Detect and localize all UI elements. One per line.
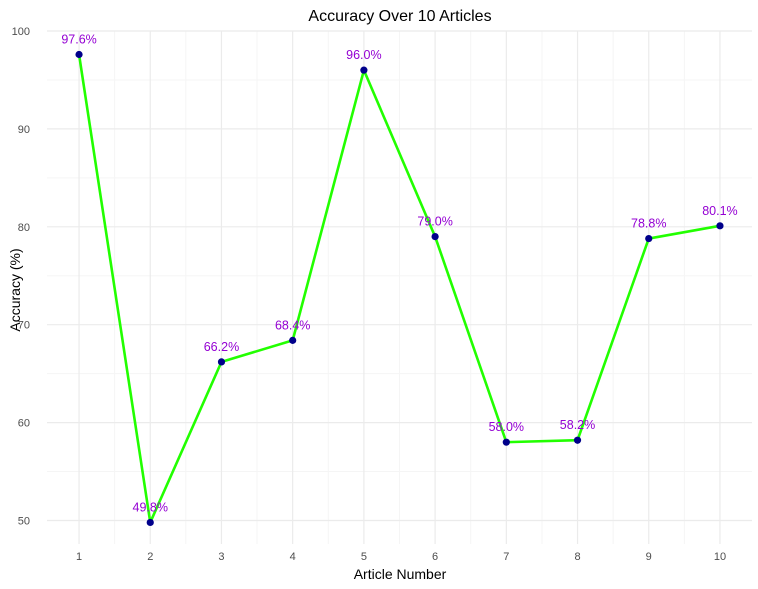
x-axis-label: Article Number	[354, 566, 447, 582]
y-tick-label: 90	[18, 124, 30, 136]
y-tick-label: 50	[18, 516, 30, 528]
minor-gridlines	[47, 31, 752, 544]
data-label: 78.8%	[631, 217, 666, 231]
data-label: 58.2%	[560, 418, 595, 432]
data-label: 68.4%	[275, 318, 310, 332]
y-tick-label: 70	[18, 320, 30, 332]
data-point	[146, 518, 154, 527]
data-point	[360, 66, 368, 74]
data-label: 80.1%	[702, 204, 737, 218]
y-tick-label: 60	[18, 418, 30, 430]
data-label: 66.2%	[204, 340, 239, 354]
x-tick-label: 7	[503, 551, 509, 563]
series-line	[77, 53, 722, 524]
data-label: 97.6%	[61, 32, 96, 46]
data-point	[431, 232, 439, 241]
x-tick-label: 1	[76, 551, 82, 563]
data-label: 79.0%	[417, 215, 452, 229]
data-point	[502, 438, 510, 446]
x-tick-label: 2	[147, 551, 153, 563]
x-tick-label: 8	[574, 551, 580, 563]
x-tick-label: 3	[218, 551, 224, 563]
y-tick-label: 100	[12, 26, 30, 38]
data-point	[75, 50, 83, 59]
x-tick-label: 4	[290, 551, 296, 563]
y-axis-ticks: 50 60 70 80 90 100	[12, 26, 30, 528]
data-label: 49.8%	[133, 500, 168, 514]
data-point-layer	[75, 50, 724, 527]
x-axis-ticks: 1 2 3 4 5 6 7 8 9 10	[76, 551, 726, 563]
major-gridlines	[47, 30, 752, 544]
y-axis-label: Accuracy (%)	[7, 248, 23, 331]
data-point	[217, 358, 226, 366]
x-tick-label: 5	[361, 551, 367, 563]
x-tick-label: 6	[432, 551, 438, 563]
chart-title: Accuracy Over 10 Articles	[308, 8, 491, 25]
data-point	[289, 336, 297, 344]
data-label: 96.0%	[346, 48, 381, 62]
data-label-layer: 97.6% 49.8% 66.2% 68.4% 96.0% 79.0% 58.0% 58.2%…	[61, 32, 737, 514]
data-label: 58.0%	[489, 420, 524, 434]
data-point	[645, 234, 653, 243]
series-line-layer	[77, 53, 722, 524]
x-tick-label: 9	[646, 551, 652, 563]
y-tick-label: 80	[18, 222, 30, 234]
x-tick-label: 10	[714, 551, 726, 563]
data-point	[573, 436, 582, 444]
data-point	[716, 222, 724, 230]
